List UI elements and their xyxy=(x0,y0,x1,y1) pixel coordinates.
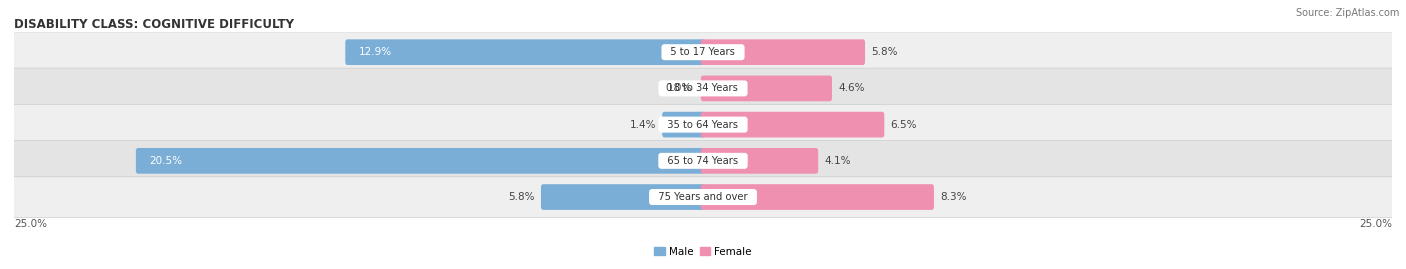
FancyBboxPatch shape xyxy=(700,148,818,174)
FancyBboxPatch shape xyxy=(700,76,832,101)
FancyBboxPatch shape xyxy=(662,112,706,137)
Text: 25.0%: 25.0% xyxy=(1360,220,1392,229)
FancyBboxPatch shape xyxy=(8,68,1398,109)
Text: 35 to 64 Years: 35 to 64 Years xyxy=(661,120,745,130)
FancyBboxPatch shape xyxy=(136,148,706,174)
FancyBboxPatch shape xyxy=(8,104,1398,145)
Text: 0.0%: 0.0% xyxy=(665,83,692,93)
Text: 6.5%: 6.5% xyxy=(890,120,917,130)
Text: 20.5%: 20.5% xyxy=(149,156,183,166)
Text: 5.8%: 5.8% xyxy=(872,47,897,57)
Text: 4.1%: 4.1% xyxy=(824,156,851,166)
Text: 5 to 17 Years: 5 to 17 Years xyxy=(665,47,741,57)
FancyBboxPatch shape xyxy=(700,184,934,210)
FancyBboxPatch shape xyxy=(700,39,865,65)
Text: 8.3%: 8.3% xyxy=(941,192,966,202)
FancyBboxPatch shape xyxy=(700,112,884,137)
Text: 25.0%: 25.0% xyxy=(14,220,46,229)
Text: 12.9%: 12.9% xyxy=(359,47,392,57)
FancyBboxPatch shape xyxy=(541,184,706,210)
Text: 1.4%: 1.4% xyxy=(630,120,657,130)
FancyBboxPatch shape xyxy=(8,32,1398,72)
Legend: Male, Female: Male, Female xyxy=(654,247,752,257)
Text: DISABILITY CLASS: COGNITIVE DIFFICULTY: DISABILITY CLASS: COGNITIVE DIFFICULTY xyxy=(14,18,294,31)
Text: 18 to 34 Years: 18 to 34 Years xyxy=(661,83,745,93)
Text: 4.6%: 4.6% xyxy=(838,83,865,93)
FancyBboxPatch shape xyxy=(8,177,1398,217)
FancyBboxPatch shape xyxy=(8,141,1398,181)
Text: 65 to 74 Years: 65 to 74 Years xyxy=(661,156,745,166)
Text: 5.8%: 5.8% xyxy=(509,192,534,202)
Text: Source: ZipAtlas.com: Source: ZipAtlas.com xyxy=(1295,8,1399,18)
Text: 75 Years and over: 75 Years and over xyxy=(652,192,754,202)
FancyBboxPatch shape xyxy=(346,39,706,65)
